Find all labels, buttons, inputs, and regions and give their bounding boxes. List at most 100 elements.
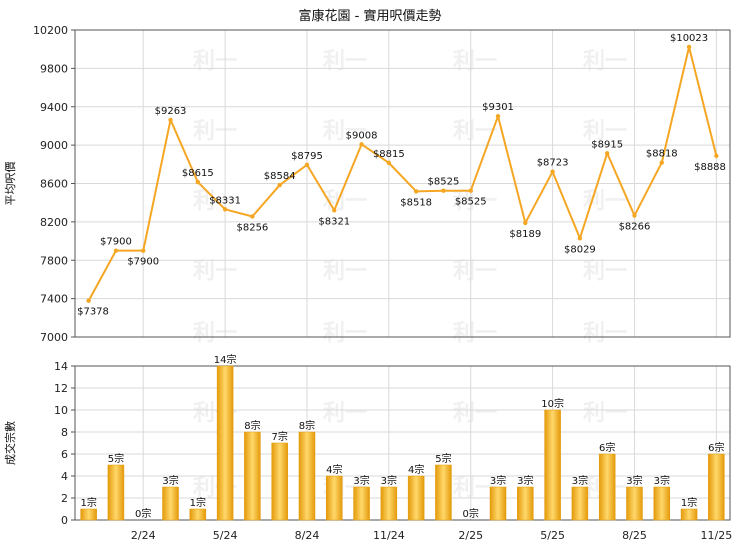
price-data-label: $8525: [455, 197, 487, 208]
watermark-text: 利一: [323, 259, 367, 284]
volume-data-label: 3宗: [626, 474, 642, 487]
price-line-chart: 7000 7400 7800 8200 8600 9000 9400 9800 10200 平均呎…: [3, 24, 731, 344]
volume-data-label: 5宗: [435, 452, 451, 465]
volume-plot-frame: [74, 365, 731, 521]
volume-bar: [708, 453, 725, 521]
watermark-text: 利一: [323, 189, 367, 214]
volume-data-label: 6宗: [599, 441, 615, 454]
price-y-tick-label: 7000: [40, 331, 68, 344]
volume-data-label: 3宗: [381, 474, 397, 487]
watermark-text: 利一: [453, 119, 497, 144]
volume-bar: [380, 486, 398, 521]
price-point: [577, 236, 583, 241]
volume-bar: [571, 486, 589, 521]
price-data-label: $8331: [209, 195, 241, 206]
price-data-label: $7900: [127, 257, 159, 268]
price-point: [332, 208, 337, 213]
x-tick-label: 8/24: [295, 529, 320, 542]
volume-y-tick-label: 14: [54, 360, 68, 373]
volume-bar: [517, 486, 534, 521]
price-point: [359, 142, 364, 147]
price-data-label: $8029: [564, 244, 596, 255]
volume-data-label: 3宗: [162, 474, 178, 487]
price-data-label: $8525: [428, 177, 460, 188]
price-y-tick-label: 7400: [40, 293, 68, 306]
volume-data-label: 4宗: [408, 463, 424, 476]
price-point: [141, 248, 146, 253]
watermark-text: 利一: [583, 321, 627, 346]
price-y-tick-label: 8600: [40, 178, 68, 191]
volume-bar: [435, 464, 452, 521]
price-point: [523, 220, 528, 226]
volume-data-label: 3宗: [353, 474, 369, 487]
price-y-axis-title: 平均呎價: [3, 162, 17, 206]
volume-bar: [326, 475, 343, 521]
volume-data-label: 3宗: [572, 474, 588, 487]
price-y-tick-label: 8200: [40, 216, 68, 229]
price-point: [195, 179, 201, 185]
volume-data-label: 7宗: [272, 430, 288, 443]
price-point: [659, 160, 664, 165]
price-y-tick-label: 9000: [40, 139, 68, 152]
volume-data-label: 1宗: [80, 496, 96, 509]
price-point: [550, 169, 555, 174]
price-data-label: $8256: [236, 223, 268, 234]
x-tick-label: 2/25: [458, 529, 483, 542]
watermark-text: 利一: [453, 189, 497, 214]
watermark-text: 利一: [583, 401, 627, 426]
x-tick-label: 8/25: [622, 529, 647, 542]
price-data-label: $9301: [482, 102, 514, 113]
price-data-label: $8615: [182, 168, 214, 179]
volume-bar: [407, 475, 425, 521]
watermark-text: 利一: [583, 119, 627, 144]
volume-bar: [107, 464, 125, 521]
price-data-label: $8321: [318, 216, 350, 227]
watermark-text: 利一: [583, 259, 627, 284]
volume-y-tick-label: 10: [54, 404, 68, 417]
watermark-text: 利一: [193, 119, 237, 144]
watermark-text: 利一: [323, 321, 367, 346]
watermark-text: 利一: [453, 259, 497, 284]
price-point: [495, 114, 501, 119]
volume-bar: [680, 508, 698, 521]
price-y-tick-label: 7800: [40, 254, 68, 267]
price-data-label: $8518: [400, 197, 432, 208]
price-data-label: $8189: [509, 229, 541, 240]
volume-bar-chart: 0 2 4 6 8 10 12 14 成交宗數 1宗 5宗 0宗 3宗 1宗 14宗 8宗 7宗 8宗 4宗 3宗 3宗…: [3, 353, 732, 542]
volume-data-label: 1宗: [681, 496, 697, 509]
volume-y-tick-label: 4: [61, 470, 68, 483]
price-point: [468, 188, 473, 193]
price-point: [113, 248, 119, 253]
watermark-text: 利一: [583, 189, 627, 214]
volume-data-label: 3宗: [654, 474, 670, 487]
price-plot-frame: [74, 29, 731, 338]
price-data-label: $8888: [694, 162, 726, 173]
volume-bar: [626, 486, 643, 521]
volume-data-label: 0宗: [463, 507, 479, 520]
volume-data-label: 0宗: [135, 507, 151, 520]
volume-y-tick-label: 12: [54, 382, 68, 395]
price-y-tick-label: 10200: [33, 24, 68, 37]
price-data-label: $8818: [646, 149, 678, 160]
volume-y-tick-label: 8: [61, 426, 68, 439]
price-point: [277, 182, 282, 188]
watermark-text: 利一: [453, 401, 497, 426]
x-tick-label: 11/24: [373, 529, 405, 542]
price-y-tick-label: 9400: [40, 101, 68, 114]
volume-data-label: 5宗: [108, 452, 124, 465]
price-point: [413, 189, 419, 194]
price-data-label: $8723: [537, 158, 569, 169]
volume-y-tick-label: 6: [61, 448, 68, 461]
watermark-text: 利一: [193, 321, 237, 346]
volume-data-label: 3宗: [490, 474, 506, 487]
watermark-text: 利一: [453, 476, 497, 501]
volume-bar: [653, 486, 671, 521]
price-data-label: $7900: [100, 237, 132, 248]
watermark-text: 利一: [323, 49, 367, 74]
volume-y-axis-title: 成交宗數: [3, 421, 17, 465]
price-data-label: $8795: [291, 151, 323, 162]
price-data-label: $8915: [591, 139, 623, 150]
x-tick-label: 11/25: [701, 529, 733, 542]
x-tick-label: 2/24: [131, 529, 156, 542]
chart-title: 富康花園 - 實用呎價走勢: [299, 8, 442, 24]
